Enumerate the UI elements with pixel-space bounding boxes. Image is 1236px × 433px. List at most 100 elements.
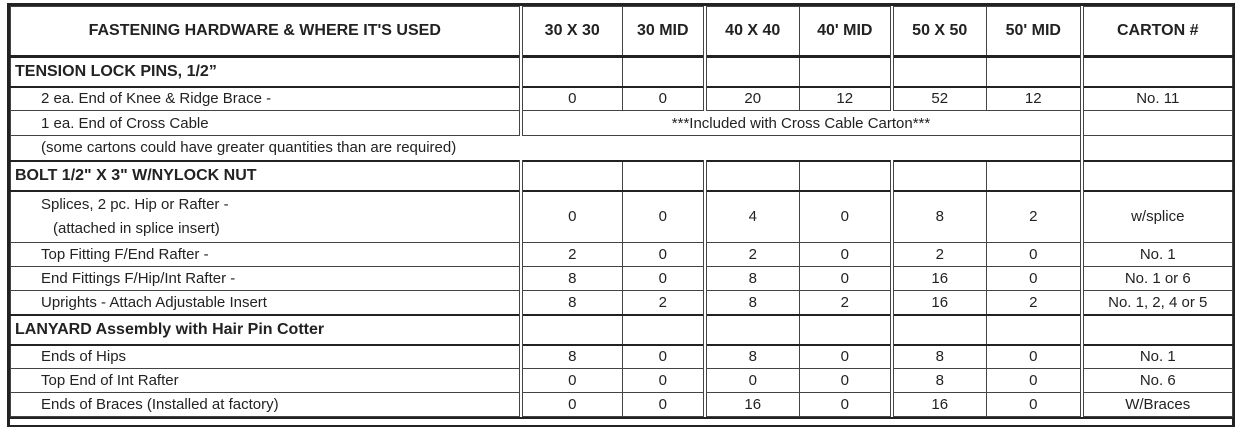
quantity-cell: 12 [799, 86, 892, 111]
quantity-cell: 0 [986, 266, 1082, 291]
quantity-cell: 2 [986, 290, 1082, 315]
header-40x40: 40 X 40 [702, 6, 800, 58]
header-30x30: 30 X 30 [518, 6, 623, 58]
section-row: TENSION LOCK PINS, 1/2” [10, 55, 1233, 88]
carton-cell [1079, 55, 1233, 88]
carton-cell [1079, 135, 1233, 161]
description-cell: 1 ea. End of Cross Cable [10, 110, 521, 136]
included-note-cell: ***Included with Cross Cable Carton*** [518, 110, 1082, 136]
empty-cell [986, 313, 1082, 346]
quantity-cell: 0 [622, 368, 705, 393]
quantity-cell: 2 [622, 290, 705, 315]
empty-cell [702, 313, 800, 346]
carton-cell [1079, 159, 1233, 192]
header-40-mid: 40' MID [799, 6, 892, 58]
quantity-cell: 0 [799, 242, 892, 267]
quantity-cell: 8 [889, 368, 987, 393]
description-cell: Top Fitting F/End Rafter - [10, 242, 521, 267]
empty-cell [622, 159, 705, 192]
quantity-cell: 2 [702, 242, 800, 267]
quantity-cell: 4 [702, 190, 800, 243]
empty-cell [518, 313, 623, 346]
quantity-cell: 0 [622, 392, 705, 417]
quantity-cell: 16 [889, 266, 987, 291]
table-row: Top End of Int Rafter 0 0 0 0 8 0 No. 6 [10, 368, 1233, 393]
quantity-cell: 2 [799, 290, 892, 315]
quantity-cell: 16 [889, 290, 987, 315]
quantity-cell: 2 [518, 242, 623, 267]
section-title: BOLT 1/2" X 3" W/NYLOCK NUT [10, 159, 521, 192]
quantity-cell: 0 [799, 266, 892, 291]
header-carton: CARTON # [1079, 6, 1233, 58]
description-cell: Top End of Int Rafter [10, 368, 521, 393]
description-cell: Ends of Braces (Installed at factory) [10, 392, 521, 417]
description-cell: Splices, 2 pc. Hip or Rafter - (attached … [10, 190, 521, 243]
section-title: LANYARD Assembly with Hair Pin Cotter [10, 313, 521, 346]
quantity-cell: 8 [518, 344, 623, 369]
carton-cell [1079, 313, 1233, 346]
carton-cell: No. 1 [1079, 242, 1233, 267]
fastening-hardware-table: FASTENING HARDWARE & WHERE IT'S USED 30 … [10, 6, 1233, 417]
description-label: Splices, 2 pc. Hip or Rafter - [41, 195, 229, 213]
empty-cell [622, 313, 705, 346]
quantity-cell: 0 [799, 392, 892, 417]
header-description: FASTENING HARDWARE & WHERE IT'S USED [10, 6, 521, 58]
table-row: Uprights - Attach Adjustable Insert 8 2 8 2 1… [10, 290, 1233, 315]
carton-cell: W/Braces [1079, 392, 1233, 417]
description-cell: End Fittings F/Hip/Int Rafter - [10, 266, 521, 291]
quantity-cell: 8 [702, 266, 800, 291]
table-row: Top Fitting F/End Rafter -2 0 2 0 2 0 No. 1 [10, 242, 1233, 267]
description-cell: Uprights - Attach Adjustable Insert [10, 290, 521, 315]
quantity-cell: 8 [518, 290, 623, 315]
quantity-cell: 52 [889, 86, 987, 111]
header-50-mid: 50' MID [986, 6, 1082, 58]
table-row: Ends of Hips 8 0 8 0 8 0 No. 1 [10, 344, 1233, 369]
table-footer-rule [7, 417, 1235, 427]
empty-cell [889, 55, 987, 88]
description-cell: Ends of Hips [10, 344, 521, 369]
carton-cell [1079, 110, 1233, 136]
quantity-cell: 0 [622, 190, 705, 243]
header-row: FASTENING HARDWARE & WHERE IT'S USED 30 … [10, 6, 1233, 58]
quantity-cell: 2 [889, 242, 987, 267]
quantity-cell: 0 [702, 368, 800, 393]
carton-cell: No. 11 [1079, 86, 1233, 111]
empty-cell [702, 55, 800, 88]
header-50x50: 50 X 50 [889, 6, 987, 58]
quantity-cell: 8 [889, 344, 987, 369]
carton-cell: w/splice [1079, 190, 1233, 243]
quantity-cell: 0 [518, 392, 623, 417]
quantity-cell: 0 [799, 368, 892, 393]
section-row: BOLT 1/2" X 3" W/NYLOCK NUT [10, 159, 1233, 192]
carton-cell: No. 1, 2, 4 or 5 [1079, 290, 1233, 315]
quantity-cell: 0 [799, 344, 892, 369]
quantity-cell: 0 [986, 392, 1082, 417]
table-row: Ends of Braces (Installed at factory) 0 0 1… [10, 392, 1233, 417]
table-row: Splices, 2 pc. Hip or Rafter - (attached … [10, 190, 1233, 243]
quantity-cell: 8 [518, 266, 623, 291]
quantity-cell: 0 [622, 86, 705, 111]
carton-cell: No. 6 [1079, 368, 1233, 393]
quantity-cell: 16 [702, 392, 800, 417]
quantity-cell: 0 [986, 368, 1082, 393]
quantity-cell: 0 [622, 344, 705, 369]
empty-cell [702, 159, 800, 192]
empty-cell [622, 55, 705, 88]
header-30-mid: 30 MID [622, 6, 705, 58]
section-title: TENSION LOCK PINS, 1/2” [10, 55, 521, 88]
quantity-cell: 0 [622, 266, 705, 291]
description-sublabel: (attached in splice insert) [53, 219, 220, 237]
description-cell: 2 ea. End of Knee & Ridge Brace - [10, 86, 521, 111]
quantity-cell: 8 [702, 344, 800, 369]
table-body: TENSION LOCK PINS, 1/2” 2 ea. End of Knee… [10, 55, 1233, 417]
empty-cell [986, 159, 1082, 192]
quantity-cell: 2 [986, 190, 1082, 243]
section-row: LANYARD Assembly with Hair Pin Cotter [10, 313, 1233, 346]
carton-cell: No. 1 [1079, 344, 1233, 369]
empty-cell [889, 313, 987, 346]
quantity-cell: 12 [986, 86, 1082, 111]
carton-cell: No. 1 or 6 [1079, 266, 1233, 291]
table-row: End Fittings F/Hip/Int Rafter -8 0 8 0 16 0 No… [10, 266, 1233, 291]
quantity-cell: 0 [986, 242, 1082, 267]
empty-cell [518, 159, 623, 192]
